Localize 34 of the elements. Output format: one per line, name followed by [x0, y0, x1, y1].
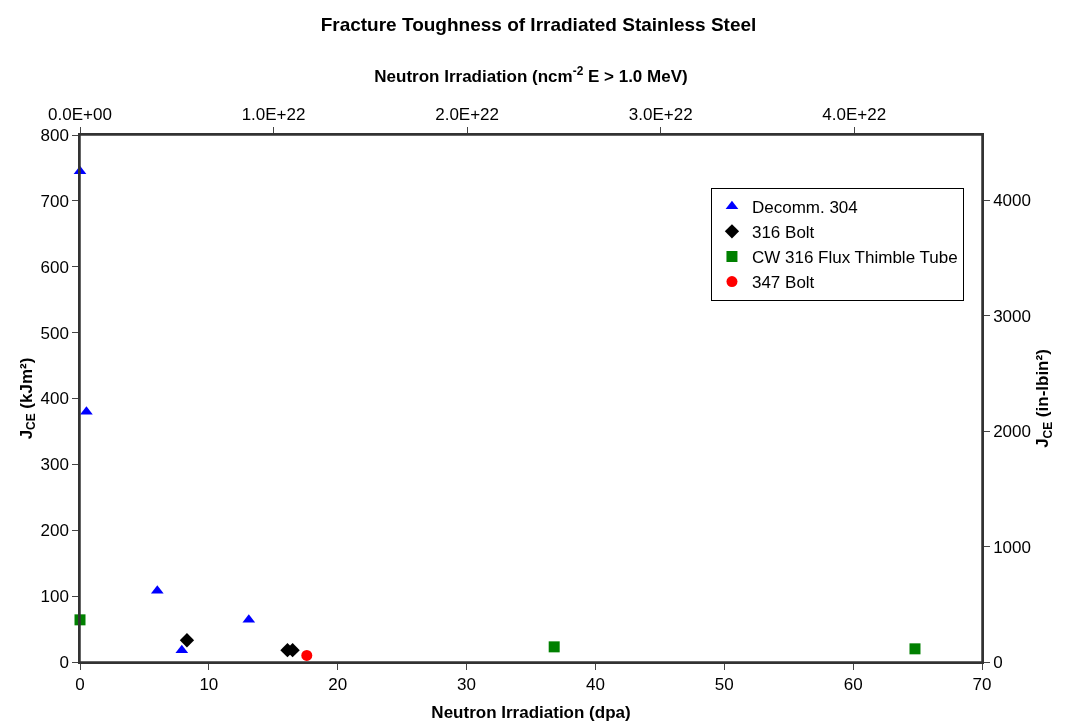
x-tick-label: 10 [199, 675, 219, 695]
y-tick-label: 400 [40, 389, 69, 409]
x-tick-label: 40 [585, 675, 605, 695]
y-tick-label: 700 [40, 191, 69, 211]
y-tick-label: 200 [40, 521, 69, 541]
y2-tick-label: 0 [993, 652, 1003, 672]
chart-title: Fracture Toughness of Irradiated Stainless Steel [320, 14, 757, 36]
x2-tick-label: 3.0E+22 [628, 105, 693, 125]
x2-tick-label: 0.0E+00 [48, 105, 112, 125]
legend-label: Decomm. 304 [751, 197, 858, 217]
y2-tick-label: 2000 [993, 422, 1031, 442]
y-tick-label: 600 [40, 257, 69, 277]
x-axis-title: Neutron Irradiation (dpa) [431, 703, 631, 722]
y-tick-label: 300 [40, 455, 69, 475]
x-tick-label: 20 [328, 675, 348, 695]
x-tick-label: 0 [75, 675, 85, 695]
x-tick-label: 50 [714, 675, 734, 695]
y-tick-label: 800 [40, 125, 69, 145]
x2-tick-label: 2.0E+22 [435, 105, 500, 125]
y-tick-label: 100 [40, 587, 69, 607]
legend-label: CW 316 Flux Thimble Tube [751, 248, 958, 268]
y2-tick-label: 1000 [993, 537, 1031, 557]
x-tick-label: 70 [972, 675, 992, 695]
y2-tick-label: 3000 [993, 306, 1031, 326]
x2-tick-label: 4.0E+22 [822, 105, 887, 125]
x-tick-label: 60 [843, 675, 863, 695]
legend-label: 316 Bolt [751, 222, 815, 242]
y2-tick-label: 4000 [993, 191, 1031, 211]
legend-label: 347 Bolt [751, 273, 815, 293]
x-tick-label: 30 [457, 675, 477, 695]
x2-tick-label: 1.0E+22 [241, 105, 306, 125]
y-tick-label: 0 [59, 652, 69, 672]
y-tick-label: 500 [40, 323, 69, 343]
x2-axis-title: Neutron Irradiation (ncm$^{-2}$ E > 1.0 MeV) [374, 63, 688, 86]
